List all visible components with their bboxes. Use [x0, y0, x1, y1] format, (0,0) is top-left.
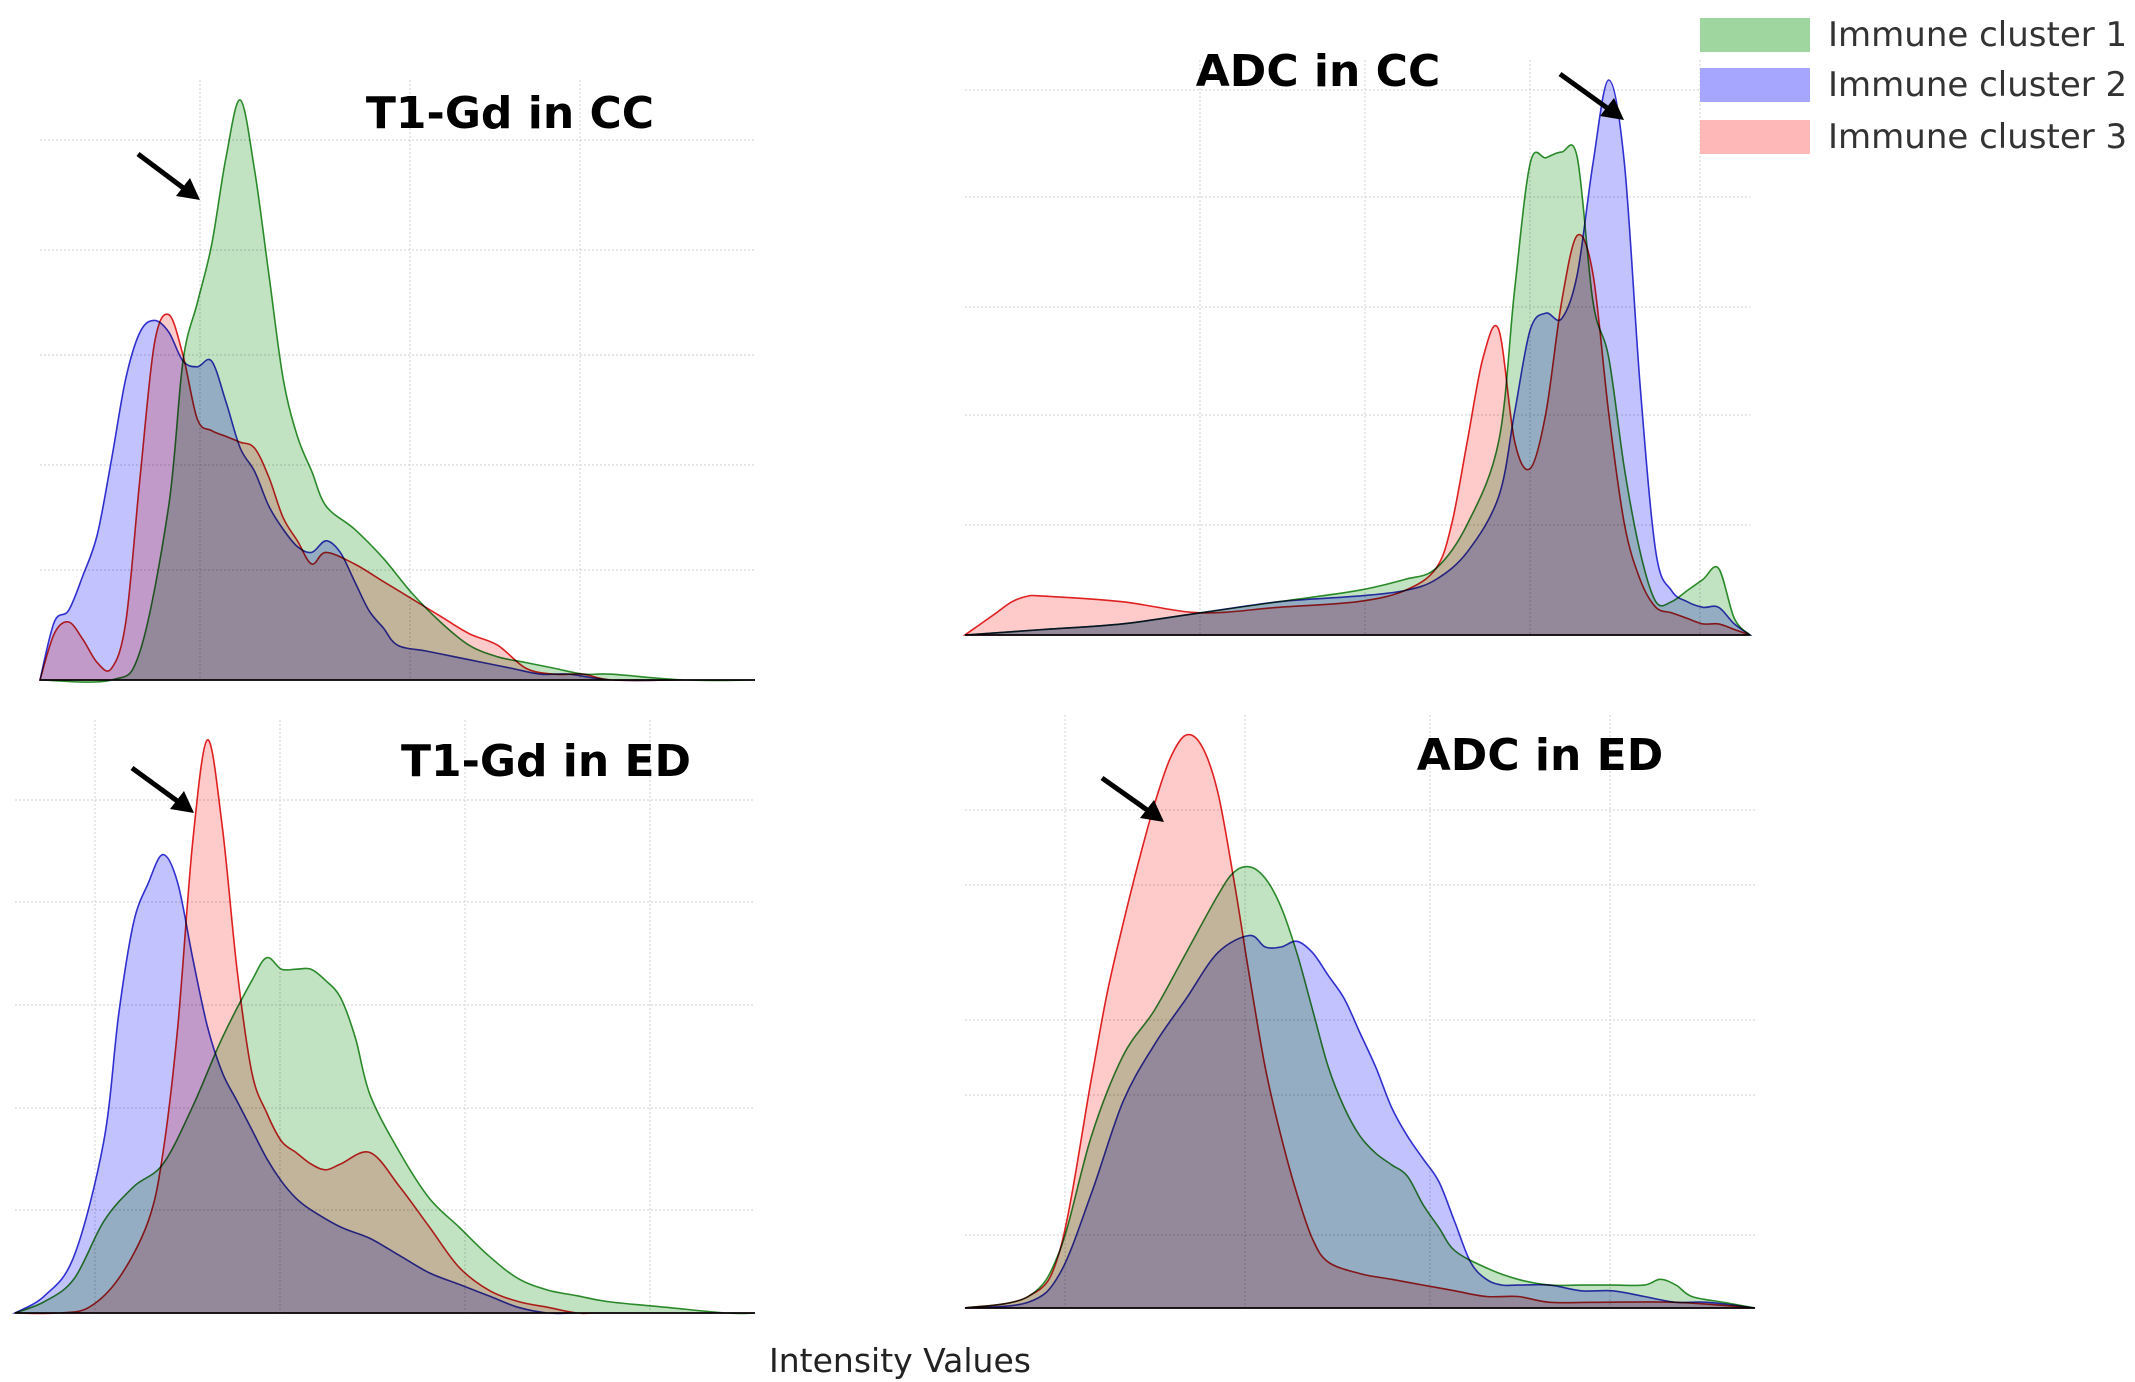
panel-t1gd-cc: T1-Gd in CC [38, 80, 756, 683]
arrow-icon [136, 152, 200, 200]
legend-label-2: Immune cluster 2 [1828, 65, 2127, 105]
panel-adc-ed: ADC in ED [964, 715, 1756, 1309]
legend-label-3: Immune cluster 3 [1828, 117, 2127, 157]
arrow-icon [130, 765, 194, 813]
panel-adc-cc: ADC in CC [962, 46, 1753, 636]
density-area-3 [962, 233, 1751, 636]
panel-title: ADC in ED [1417, 730, 1664, 781]
legend-swatch-3 [1700, 120, 1810, 154]
density-areas [962, 79, 1753, 636]
panel-title: T1-Gd in CC [366, 88, 654, 139]
arrow-icon [1100, 775, 1164, 822]
density-area-2 [964, 79, 1753, 636]
legend-swatch-2 [1700, 68, 1810, 102]
panel-title: ADC in CC [1196, 46, 1441, 97]
density-area-3 [38, 313, 755, 682]
legend-label-1: Immune cluster 1 [1828, 15, 2127, 55]
density-areas [38, 99, 756, 683]
density-areas [964, 733, 1756, 1309]
legend-swatch-1 [1700, 18, 1810, 52]
legend: Immune cluster 1 Immune cluster 2 Immune… [1700, 15, 2127, 157]
panel-title: T1-Gd in ED [401, 736, 691, 787]
panel-t1gd-ed: T1-Gd in ED [12, 720, 756, 1315]
x-axis-label: Intensity Values [769, 1341, 1031, 1380]
density-area-3 [14, 739, 756, 1315]
density-area-3 [964, 733, 1756, 1309]
arrow-icon [1558, 71, 1624, 120]
density-areas [12, 739, 756, 1315]
